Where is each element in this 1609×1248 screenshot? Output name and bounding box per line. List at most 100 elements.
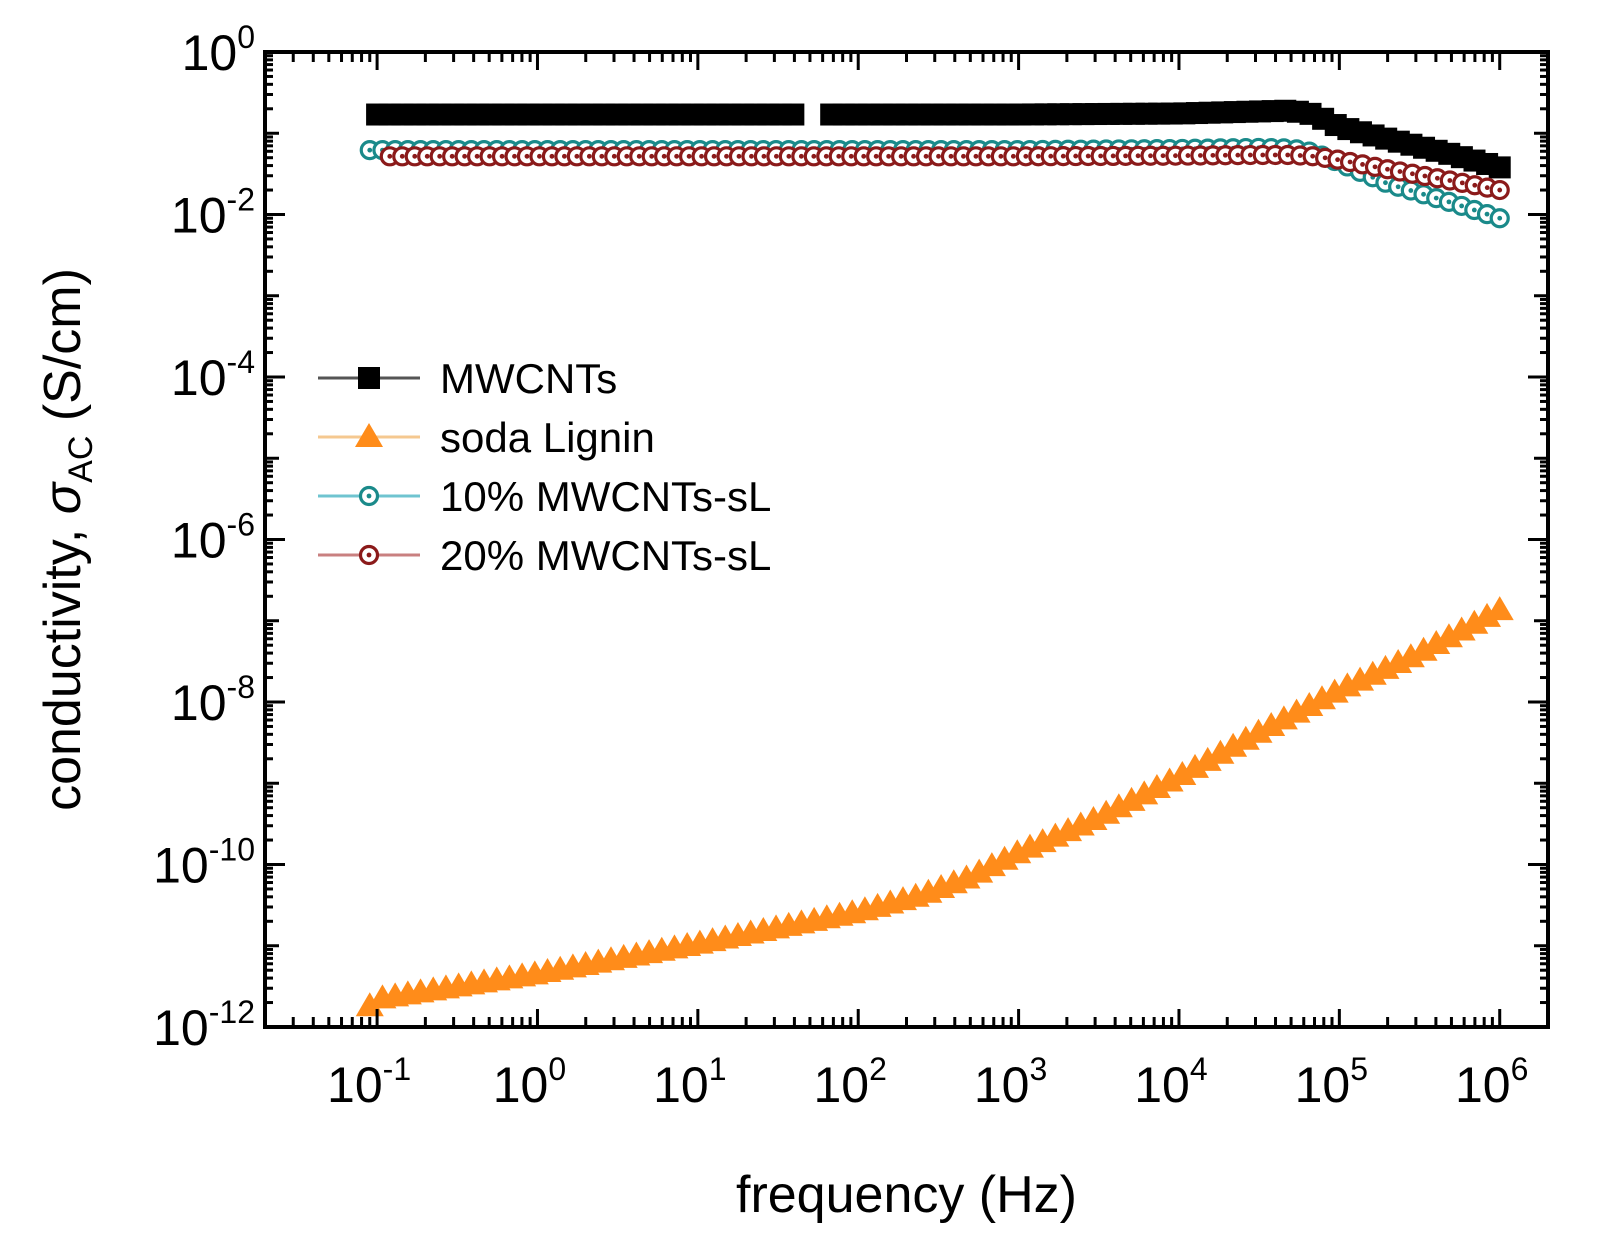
x-tick-label: 101 (653, 1051, 726, 1113)
data-point-center (749, 153, 754, 159)
data-point-center (1459, 203, 1465, 209)
data-point-center (1148, 153, 1153, 159)
data-point-center (1173, 153, 1178, 159)
data-point-center (886, 153, 892, 159)
data-point (1488, 156, 1511, 179)
data-point-center (599, 153, 605, 159)
data-point-center (1123, 153, 1128, 159)
data-point-center (412, 153, 418, 159)
y-axis-title-suffix: (S/cm) (34, 268, 92, 436)
data-point (1219, 732, 1248, 757)
data-point-center (898, 153, 904, 159)
data-point (1092, 799, 1121, 824)
data-point-center (1447, 178, 1453, 183)
data-point-center (1484, 211, 1490, 217)
data-point-center (1497, 187, 1503, 193)
data-point-center (861, 153, 867, 159)
data-point-center (961, 153, 966, 159)
data-point-center (1135, 153, 1141, 159)
data-point-center (1297, 153, 1303, 158)
data-point-center (786, 153, 792, 159)
data-point-center (1023, 153, 1029, 159)
legend-marker-center (366, 552, 372, 558)
data-point-center (499, 153, 505, 159)
y-axis-title-prefix: conductivity, (34, 514, 92, 811)
x-tick-label: 104 (1134, 1051, 1207, 1113)
data-point-center (474, 153, 480, 159)
legend-marker-center (366, 493, 372, 499)
data-point-center (1210, 152, 1216, 158)
data-point-center (1048, 153, 1054, 159)
data-point-center (936, 153, 941, 159)
data-point-center (948, 153, 954, 159)
data-point-center (1395, 184, 1401, 190)
x-tick-label: 102 (814, 1051, 887, 1113)
y-axis-title-symbol: σ (34, 481, 92, 514)
data-point-center (524, 153, 530, 159)
data-point-center (1085, 153, 1091, 159)
plot-data-layer (355, 99, 1514, 1017)
data-point (1104, 793, 1133, 818)
data-point-center (1035, 153, 1041, 159)
data-point-center (1060, 153, 1066, 159)
data-point (1485, 596, 1514, 621)
x-tick-label: 100 (493, 1051, 566, 1113)
y-axis-title-subscript: AC (62, 436, 100, 483)
x-tick-label: 103 (974, 1051, 1047, 1113)
y-tick-label: 10-2 (171, 182, 255, 244)
data-point-center (1372, 164, 1378, 170)
data-point-center (424, 153, 430, 159)
data-point (1193, 746, 1222, 771)
data-point-center (399, 153, 405, 159)
data-point-center (649, 153, 655, 159)
data-point-center (711, 153, 717, 159)
data-point-center (724, 153, 729, 159)
data-point (977, 852, 1006, 877)
series-0 (366, 99, 1511, 179)
data-point-center (1247, 152, 1253, 158)
data-point-center (1010, 153, 1016, 159)
data-point-center (773, 153, 779, 159)
data-point (1244, 718, 1273, 743)
data-point-center (367, 147, 373, 153)
data-point-center (1484, 185, 1490, 191)
data-point-center (873, 153, 879, 159)
x-tick-label: 10-1 (327, 1051, 411, 1113)
data-point-center (1310, 153, 1316, 159)
data-point-center (736, 153, 742, 159)
axes-ticks (263, 50, 1550, 1029)
data-point (1409, 636, 1438, 661)
data-point-center (1422, 173, 1428, 179)
data-point-center (1198, 153, 1203, 158)
y-tick-label: 10-10 (153, 832, 255, 894)
data-point-center (798, 153, 804, 159)
data-point-center (1098, 153, 1104, 159)
data-point-center (923, 153, 929, 159)
y-tick-label: 10-8 (171, 669, 255, 731)
legend-item: 20% MWCNTs-sL (318, 532, 771, 579)
series-3 (379, 144, 1510, 201)
data-point-center (848, 153, 854, 159)
data-point (1117, 786, 1146, 811)
series-1 (355, 596, 1514, 1017)
data-point (1142, 773, 1171, 798)
data-point (1320, 678, 1349, 703)
data-point-center (1385, 166, 1390, 172)
data-point-center (1497, 215, 1503, 221)
data-point-center (512, 153, 517, 159)
data-point-center (998, 153, 1004, 159)
data-point-center (686, 153, 692, 159)
data-point (1181, 753, 1210, 778)
y-tick-label: 10-12 (153, 994, 255, 1056)
y-tick-label: 10-4 (171, 344, 255, 406)
data-point-center (811, 153, 817, 159)
data-point-center (986, 153, 991, 159)
data-point (782, 103, 805, 126)
data-point-center (611, 153, 617, 159)
data-point (1460, 609, 1489, 634)
data-point-center (1408, 188, 1414, 193)
legend-item: soda Lignin (318, 414, 655, 461)
data-point-center (1235, 152, 1241, 158)
data-point-center (1434, 175, 1440, 181)
